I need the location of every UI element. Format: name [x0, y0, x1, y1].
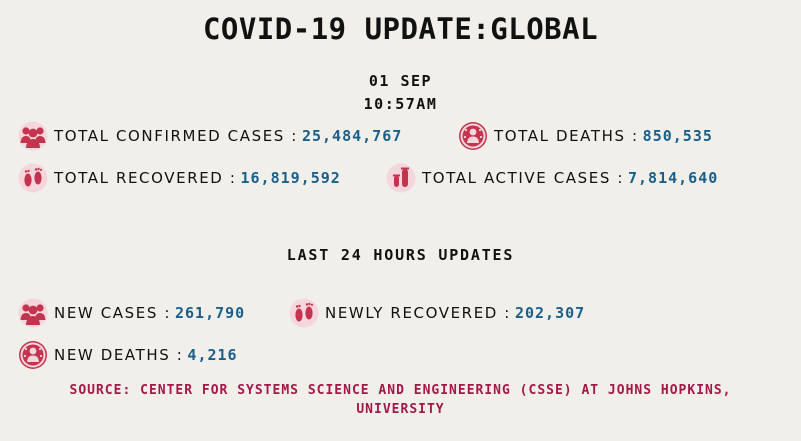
stat-label: TOTAL DEATHS : — [494, 127, 639, 145]
stat-value: 25,484,767 — [301, 127, 403, 145]
stat-label: NEWLY RECOVERED : — [325, 304, 511, 322]
stat-total-recovered: TOTAL RECOVERED : 16,819,592 — [18, 162, 341, 194]
test-tubes-icon — [386, 163, 416, 193]
stat-value: 4,216 — [187, 346, 238, 364]
virus-person-icon — [458, 121, 488, 151]
footprints-icon — [289, 298, 319, 328]
stat-label: NEW DEATHS : — [54, 346, 184, 364]
source-line-1: SOURCE: CENTER FOR SYSTEMS SCIENCE AND E… — [69, 383, 732, 398]
stat-label: NEW CASES : — [54, 304, 171, 322]
stat-value: 16,819,592 — [240, 169, 341, 187]
footprints-icon — [18, 163, 48, 193]
people-group-icon — [18, 298, 48, 328]
page-title: COVID-19 UPDATE:GLOBAL — [202, 12, 599, 46]
stat-label: TOTAL ACTIVE CASES : — [422, 169, 624, 187]
stat-value: 7,814,640 — [628, 169, 719, 187]
people-group-icon — [18, 121, 48, 151]
stat-value: 850,535 — [642, 127, 713, 145]
stat-value: 261,790 — [174, 304, 246, 322]
update-time: 10:57AM — [363, 95, 438, 113]
virus-person-icon — [18, 340, 48, 370]
source-line-2: UNIVERSITY — [356, 402, 445, 417]
stat-value: 202,307 — [514, 304, 586, 322]
stat-new-deaths: NEW DEATHS : 4,216 — [18, 339, 238, 371]
section-heading-last-24: LAST 24 HOURS UPDATES — [286, 246, 515, 264]
stat-label: TOTAL CONFIRMED CASES : — [54, 127, 298, 145]
stat-new-cases: NEW CASES : 261,790 — [18, 297, 245, 329]
stat-newly-recovered: NEWLY RECOVERED : 202,307 — [289, 297, 585, 329]
stat-label: TOTAL RECOVERED : — [54, 169, 237, 187]
stat-total-active: TOTAL ACTIVE CASES : 7,814,640 — [386, 162, 718, 194]
update-date: 01 SEP — [368, 72, 433, 90]
stat-total-deaths: TOTAL DEATHS : 850,535 — [458, 120, 713, 152]
stat-total-confirmed: TOTAL CONFIRMED CASES : 25,484,767 — [18, 120, 402, 152]
source-note: SOURCE: CENTER FOR SYSTEMS SCIENCE AND E… — [0, 381, 801, 419]
